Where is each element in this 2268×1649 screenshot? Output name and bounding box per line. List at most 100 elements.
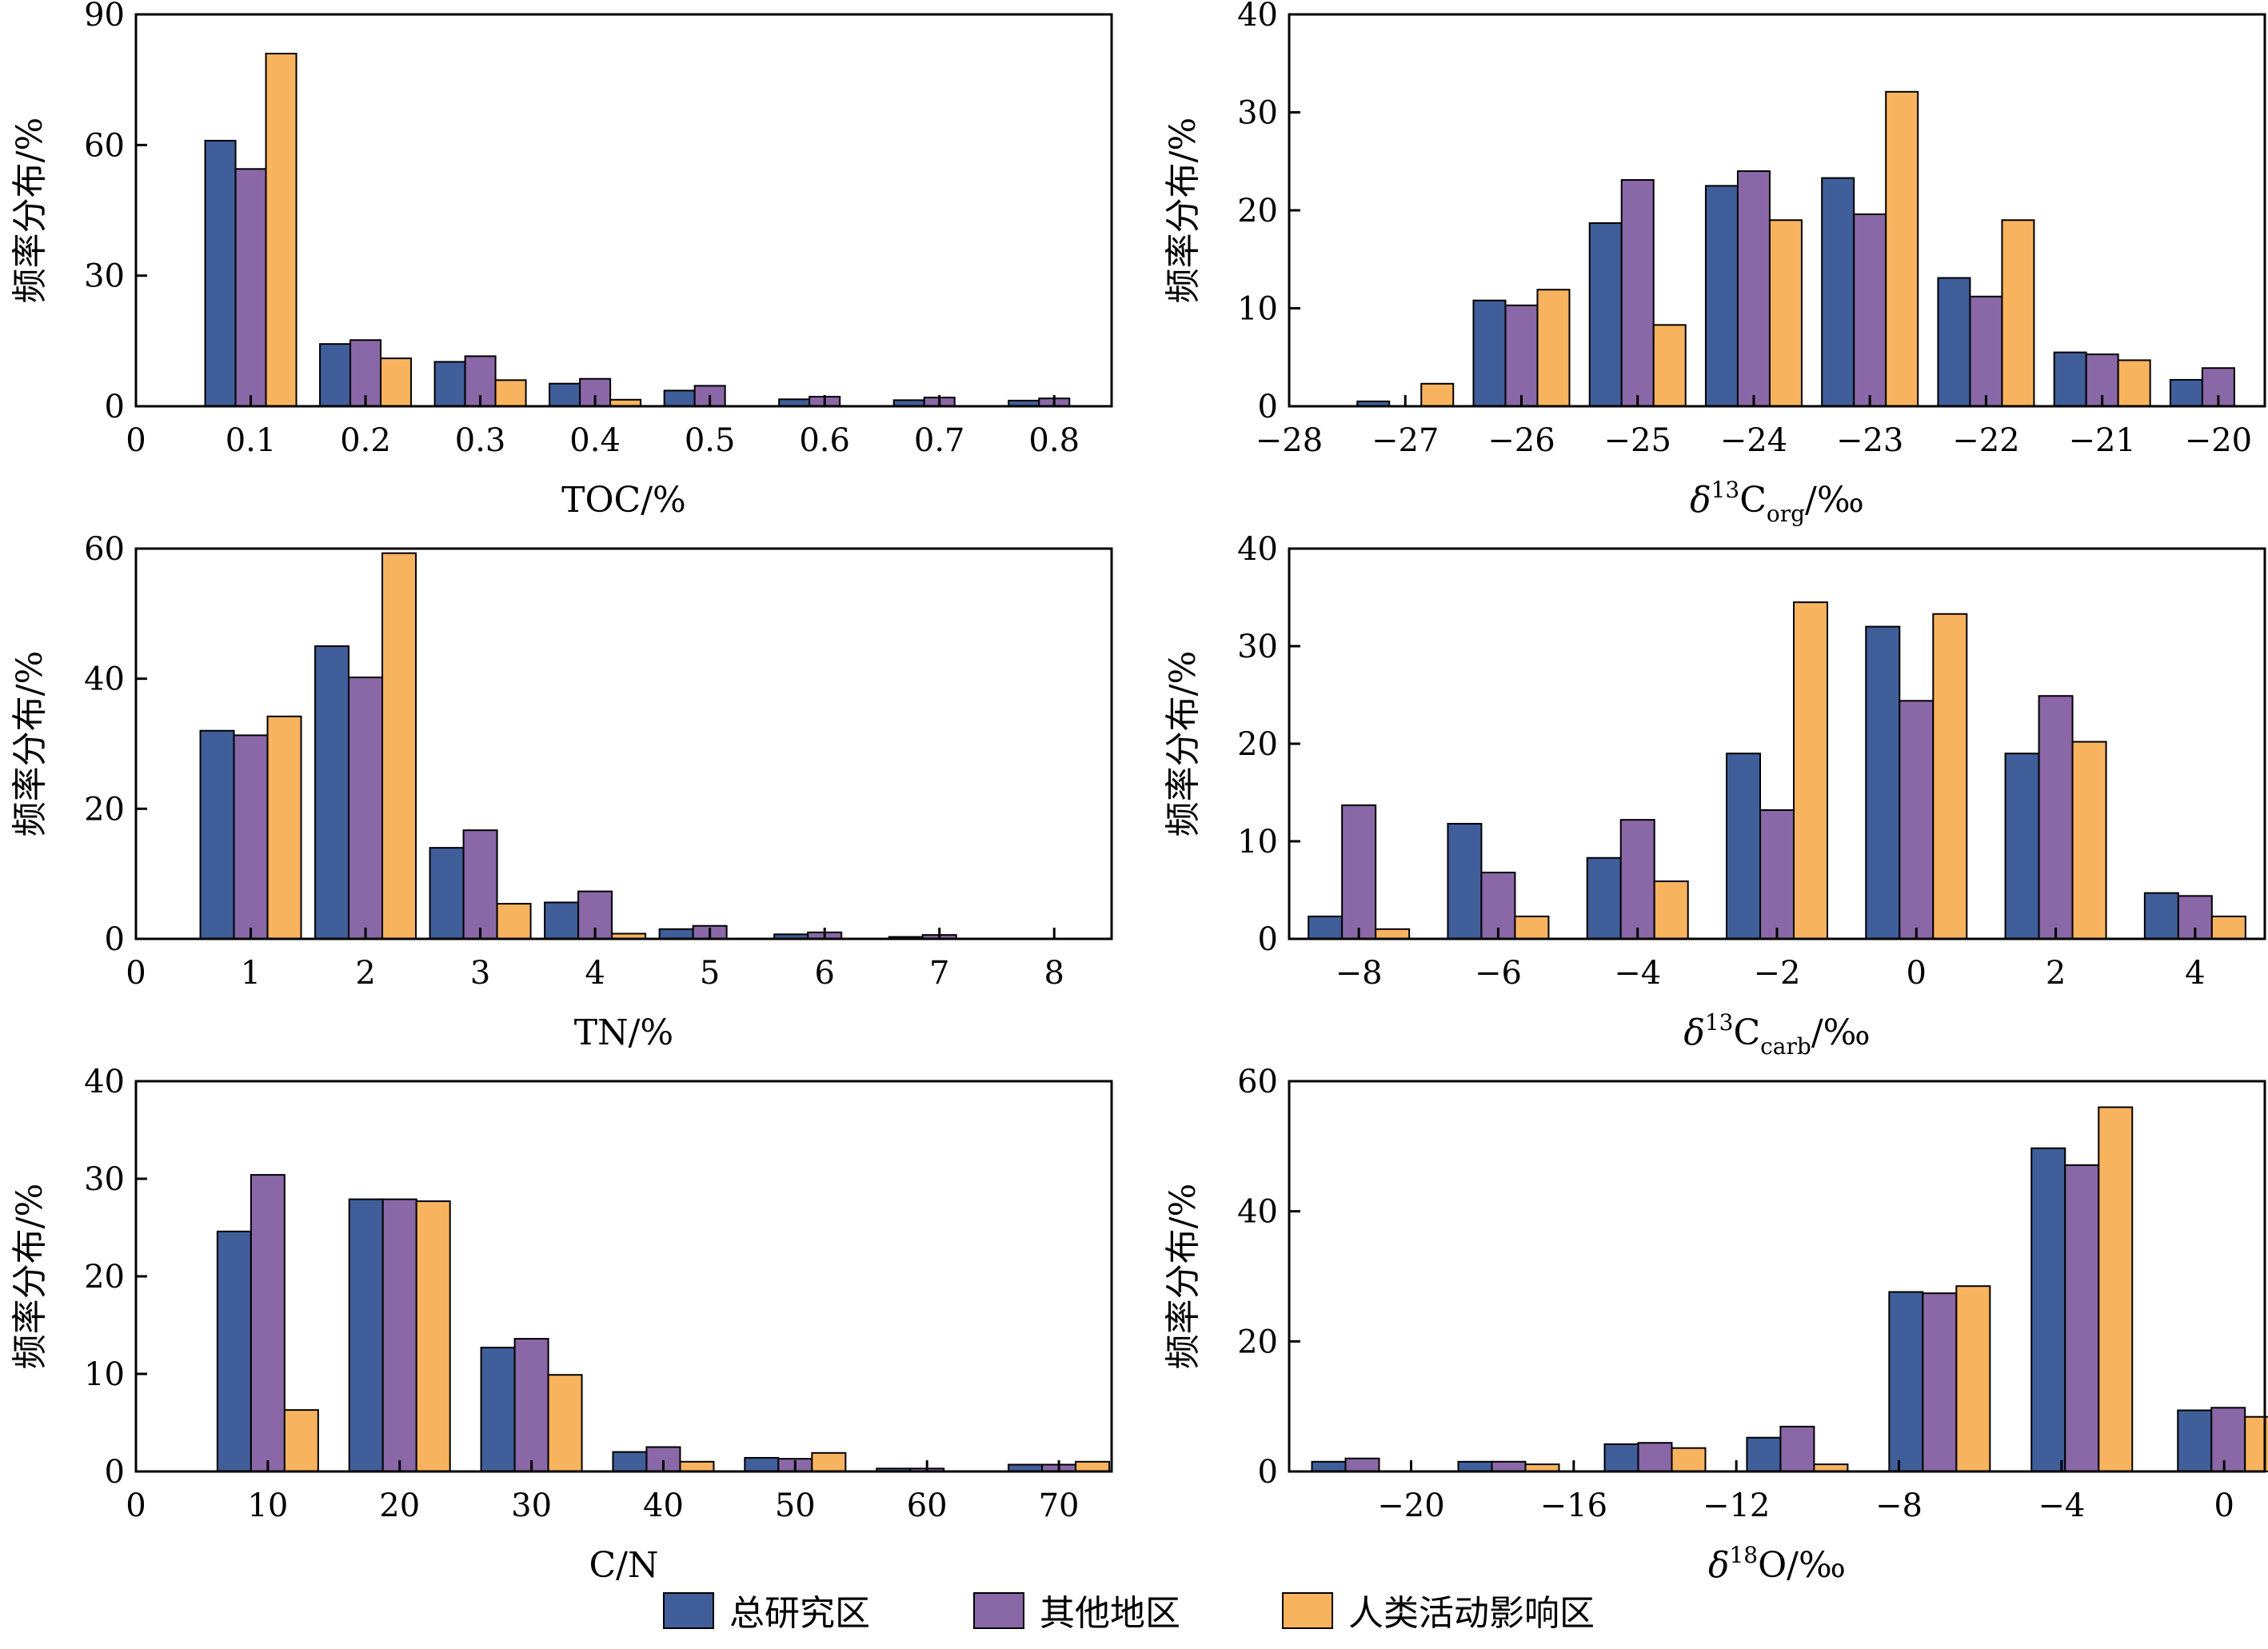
y-tick-label: 60 <box>84 127 125 164</box>
x-tick-label: −23 <box>1836 422 1903 459</box>
bar-1-5 <box>1865 625 1901 940</box>
plot-frame <box>134 547 1113 940</box>
bar-3-4 <box>679 1460 715 1473</box>
y-axis-label: 频率分布/% <box>1163 118 1204 304</box>
bar-3-5 <box>1885 90 1919 408</box>
y-axis-label: 频率分布/% <box>10 1184 50 1370</box>
x-tick-label: 0.6 <box>799 422 850 459</box>
y-tick-label: 0 <box>1258 921 1278 958</box>
bar-3-3 <box>496 903 532 940</box>
x-tick-label: −27 <box>1372 422 1439 459</box>
bar-3-1 <box>266 715 302 940</box>
bar-3-4 <box>1793 601 1828 940</box>
y-tick-label: 20 <box>84 791 125 828</box>
legend-label-total: 总研究区 <box>729 1593 870 1634</box>
bar-2-2 <box>1491 1460 1527 1473</box>
bar-2-1 <box>233 734 269 940</box>
bar-2-6 <box>1969 295 2003 407</box>
x-tick-label: 2 <box>355 955 375 992</box>
bar-1-4 <box>1746 1436 1782 1472</box>
x-tick-label: −8 <box>1336 955 1383 992</box>
x-tick-label: −4 <box>1614 955 1661 992</box>
bar-1-7 <box>2053 351 2087 407</box>
legend-swatch-total <box>663 1592 714 1629</box>
x-tick-label: −25 <box>1604 422 1671 459</box>
chart-panel-4: 0 10 20 30 40 −8 −6 −4 −2 0 2 4 频率分布/% δ13Ccarb/‰ <box>1163 531 2266 1060</box>
x-tick-label: 8 <box>1044 955 1064 992</box>
y-axis-label: 频率分布/% <box>10 118 50 304</box>
x-tick-label: 0 <box>2214 1487 2234 1524</box>
plot-frame <box>134 13 1113 408</box>
bar-1-3 <box>1603 1443 1639 1472</box>
bar-1-6 <box>2030 1147 2066 1472</box>
bar-1-5 <box>663 389 696 407</box>
x-tick-label: −20 <box>2185 422 2252 459</box>
x-tick-label: 70 <box>1039 1487 1080 1524</box>
bar-1-4 <box>549 382 581 408</box>
y-tick-label: 0 <box>1258 389 1278 425</box>
x-tick-label: 0.5 <box>685 422 736 459</box>
y-axis-label: 频率分布/% <box>1163 651 1204 837</box>
bar-1-4 <box>544 901 580 940</box>
bar-3-3 <box>494 379 527 408</box>
bar-3-3 <box>547 1374 583 1472</box>
bar-3-3 <box>1652 324 1687 408</box>
bar-2-3 <box>513 1338 549 1472</box>
y-tick-label: 0 <box>105 389 125 425</box>
x-tick-label: −16 <box>1540 1487 1607 1524</box>
bar-2-4 <box>1736 170 1771 407</box>
x-tick-label: −4 <box>2038 1487 2085 1524</box>
bar-2-2 <box>1504 304 1539 408</box>
x-axis-label: C/N <box>589 1545 659 1586</box>
x-tick-label: 5 <box>700 955 720 992</box>
x-tick-label: 0.3 <box>455 422 506 459</box>
bar-3-7 <box>1075 1460 1111 1473</box>
bar-3-4 <box>1768 219 1803 407</box>
y-tick-label: 10 <box>84 1356 125 1393</box>
bar-2-5 <box>1899 700 1935 940</box>
y-tick-label: 40 <box>84 1064 125 1100</box>
chart-panel-6: 0 20 40 60 −20 −16 −12 −8 −4 0 频率分布/% δ18O/‰ <box>1163 1064 2268 1586</box>
chart-panel-1: 0 30 60 90 0 0.1 0.2 0.3 0.4 0.5 0.6 0.7 0.8 频率分布/% TO… <box>10 0 1113 521</box>
chart-panel-3: 0 20 40 60 0 1 2 3 4 5 6 7 8 频率分布/% TN/% <box>10 531 1113 1053</box>
bar-1-2 <box>1447 823 1483 940</box>
legend: 总研究区 其他地区 人类活动影响区 <box>663 1592 1595 1634</box>
x-tick-label: 40 <box>643 1487 684 1524</box>
x-tick-label: 30 <box>511 1487 552 1524</box>
y-tick-label: 20 <box>1237 193 1278 230</box>
bar-1-1 <box>199 729 235 940</box>
x-tick-label: 4 <box>585 955 605 992</box>
y-tick-label: 60 <box>84 531 125 568</box>
bar-3-6 <box>2071 741 2107 940</box>
bar-2-3 <box>1637 1442 1673 1473</box>
bar-3-5 <box>811 1451 847 1472</box>
legend-swatch-human <box>1282 1592 1333 1629</box>
x-tick-label: 1 <box>241 955 261 992</box>
y-tick-label: 10 <box>1237 824 1278 860</box>
bar-1-3 <box>429 847 465 940</box>
y-tick-label: 0 <box>1258 1454 1278 1491</box>
bar-3-2 <box>380 357 413 408</box>
x-axis-label: TN/% <box>574 1012 673 1053</box>
bar-3-1 <box>265 53 297 407</box>
y-axis-label: 频率分布/% <box>1163 1184 1204 1370</box>
bar-1-7 <box>2143 892 2179 940</box>
bar-1-5 <box>658 928 694 940</box>
bar-2-7 <box>2210 1407 2246 1472</box>
bar-3-2 <box>415 1200 451 1473</box>
bar-3-2 <box>1536 289 1571 407</box>
bar-1-3 <box>433 361 466 408</box>
legend-label-other: 其他地区 <box>1040 1593 1180 1634</box>
x-axis-label: TOC/% <box>561 480 686 521</box>
bar-1-2 <box>1472 299 1507 408</box>
x-axis-label: δ18O/‰ <box>1708 1542 1846 1586</box>
bar-3-2 <box>1514 915 1550 940</box>
y-tick-label: 40 <box>1237 531 1278 568</box>
bar-2-5 <box>1922 1292 1958 1472</box>
y-tick-label: 90 <box>84 0 125 34</box>
bar-3-3 <box>1671 1447 1707 1472</box>
x-tick-label: 7 <box>929 955 949 992</box>
bar-1-5 <box>1821 177 1855 407</box>
x-tick-label: 0.1 <box>226 422 277 459</box>
bar-1-1 <box>1308 915 1344 940</box>
